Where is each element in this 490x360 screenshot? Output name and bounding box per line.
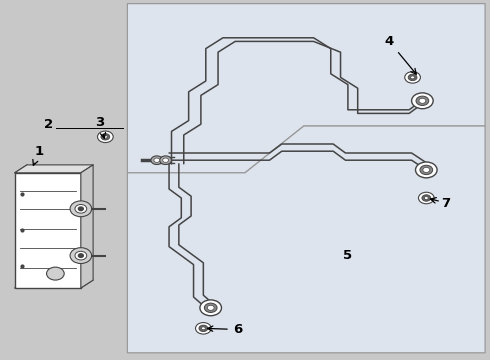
Circle shape	[154, 158, 160, 162]
Circle shape	[75, 204, 87, 213]
Circle shape	[47, 267, 64, 280]
Circle shape	[207, 305, 214, 310]
Circle shape	[78, 254, 83, 257]
Polygon shape	[127, 126, 485, 353]
Circle shape	[70, 248, 92, 264]
Circle shape	[420, 165, 433, 175]
Circle shape	[103, 135, 107, 138]
Text: 5: 5	[343, 249, 352, 262]
Polygon shape	[127, 4, 485, 173]
Text: 6: 6	[208, 323, 242, 336]
Circle shape	[405, 72, 420, 83]
Circle shape	[423, 167, 430, 172]
Circle shape	[204, 303, 217, 312]
Text: 1: 1	[33, 145, 44, 165]
Circle shape	[199, 325, 208, 332]
Text: 7: 7	[441, 197, 450, 210]
Circle shape	[422, 195, 431, 201]
Circle shape	[196, 323, 211, 334]
Circle shape	[163, 158, 169, 162]
Polygon shape	[15, 165, 93, 173]
Circle shape	[98, 131, 113, 143]
Circle shape	[70, 201, 92, 217]
Circle shape	[412, 93, 433, 109]
Polygon shape	[81, 165, 93, 288]
Text: 4: 4	[385, 35, 416, 74]
Text: 2: 2	[44, 118, 53, 131]
Circle shape	[101, 134, 110, 140]
Polygon shape	[15, 173, 81, 288]
Circle shape	[408, 74, 417, 81]
Circle shape	[160, 156, 172, 165]
Circle shape	[416, 162, 437, 178]
Circle shape	[424, 197, 428, 199]
Circle shape	[201, 327, 205, 330]
Circle shape	[411, 76, 415, 79]
Circle shape	[78, 207, 83, 211]
Circle shape	[416, 96, 429, 105]
Circle shape	[418, 192, 434, 204]
Circle shape	[200, 300, 221, 316]
Circle shape	[75, 251, 87, 260]
Circle shape	[419, 98, 426, 103]
Circle shape	[151, 156, 163, 165]
Text: 3: 3	[96, 116, 105, 138]
